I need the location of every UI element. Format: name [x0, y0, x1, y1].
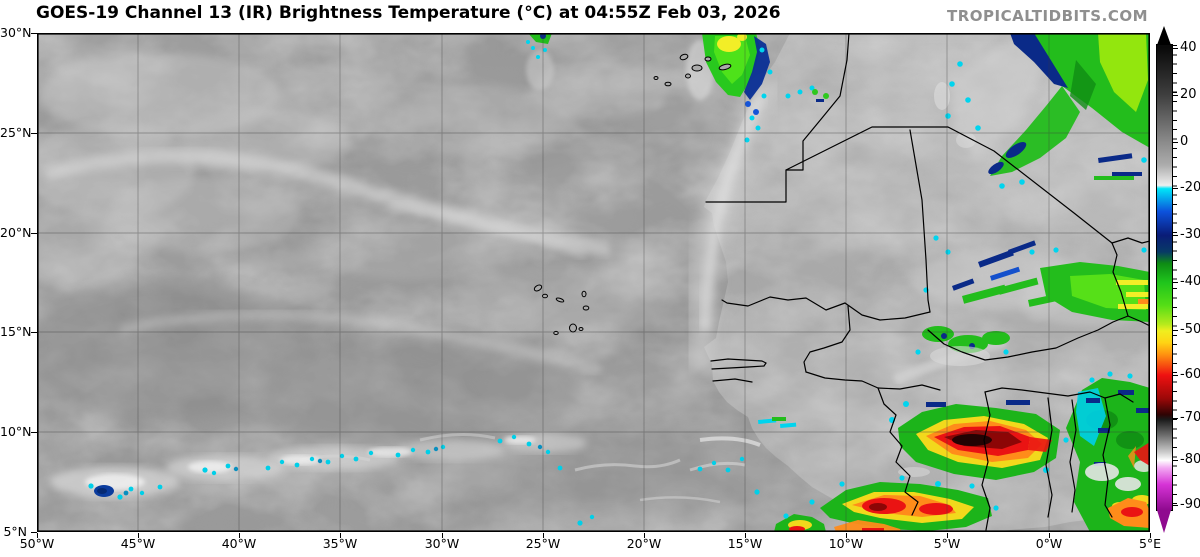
tick-mark [31, 532, 37, 533]
lon-label-10w: 10°W [828, 536, 864, 551]
lon-label-5w: 5°W [933, 536, 961, 551]
lon-label-30w: 30°W [424, 536, 460, 551]
convection-sahel-band [758, 235, 1151, 428]
tick-mark [340, 533, 341, 538]
convection-east-field [1066, 371, 1154, 532]
tick-mark [644, 533, 645, 538]
tick-mark [846, 533, 847, 538]
cbar-label-40: 40 [1180, 40, 1197, 55]
page-title: GOES-19 Channel 13 (IR) Brightness Tempe… [36, 3, 781, 23]
tick-mark [1172, 95, 1178, 96]
cbar-label-m30: -30 [1180, 227, 1200, 242]
lat-label-30n: 30°N [0, 25, 32, 40]
lon-label-50w: 50°W [19, 536, 55, 551]
satellite-map-image [20, 32, 1160, 532]
tick-mark [1172, 142, 1178, 143]
lon-label-35w: 35°W [322, 536, 358, 551]
cbar-label-20: 20 [1180, 87, 1197, 102]
tick-mark [745, 533, 746, 538]
tick-mark [138, 533, 139, 538]
colorbar-gradient [1156, 44, 1173, 511]
tick-mark [947, 533, 948, 538]
colorbar-minor-ticks [1173, 45, 1177, 510]
graticule [37, 33, 1150, 532]
tick-mark [31, 133, 37, 134]
lon-label-40w: 40°W [221, 536, 257, 551]
cbar-label-m20: -20 [1180, 180, 1200, 195]
lon-label-15w: 15°W [727, 536, 763, 551]
cbar-label-m60: -60 [1180, 367, 1200, 382]
lon-label-0w: 0°W [1035, 536, 1063, 551]
lat-label-5n: 5°N [3, 524, 27, 539]
itcz-band [50, 433, 760, 526]
tick-mark [31, 432, 37, 433]
tick-mark [1150, 533, 1151, 538]
islands [533, 53, 732, 336]
tick-mark [1172, 48, 1178, 49]
satellite-map [20, 32, 1160, 532]
cbar-label-m90: -90 [1180, 497, 1200, 512]
tick-mark [1172, 188, 1178, 189]
cbar-label-0: 0 [1180, 134, 1189, 149]
tick-mark [442, 533, 443, 538]
watermark: TROPICALTIDBITS.COM [947, 7, 1148, 25]
lat-label-10n: 10°N [0, 424, 32, 439]
tick-mark [543, 533, 544, 538]
tick-mark [1172, 330, 1178, 331]
tick-mark [1049, 533, 1050, 538]
tick-mark [31, 33, 37, 34]
cbar-label-m40: -40 [1180, 274, 1200, 289]
tick-mark [31, 233, 37, 234]
tick-mark [239, 533, 240, 538]
lon-label-20w: 20°W [626, 536, 662, 551]
convection-northeast-streak [934, 33, 1150, 189]
country-borders [705, 32, 1151, 531]
lon-label-25w: 25°W [525, 536, 561, 551]
lat-label-15n: 15°N [0, 324, 32, 339]
colorbar-arrow-up [1157, 26, 1171, 45]
cbar-label-m70: -70 [1180, 410, 1200, 425]
tick-mark [1172, 505, 1178, 506]
tick-mark [1172, 235, 1178, 236]
map-frame [36, 32, 1151, 532]
colorbar-arrow-down [1157, 510, 1171, 533]
tick-mark [1172, 282, 1178, 283]
tick-mark [1172, 460, 1178, 461]
lon-label-5e: 5°E [1138, 536, 1162, 551]
cbar-label-m80: -80 [1180, 452, 1200, 467]
tick-mark [1172, 418, 1178, 419]
lat-label-20n: 20°N [0, 225, 32, 240]
lon-label-45w: 45°W [120, 536, 156, 551]
lat-label-25n: 25°N [0, 125, 32, 140]
tick-mark [37, 533, 38, 538]
tick-mark [31, 332, 37, 333]
tick-mark [1172, 375, 1178, 376]
convection-top-center [526, 33, 554, 90]
cbar-label-m50: -50 [1180, 322, 1200, 337]
